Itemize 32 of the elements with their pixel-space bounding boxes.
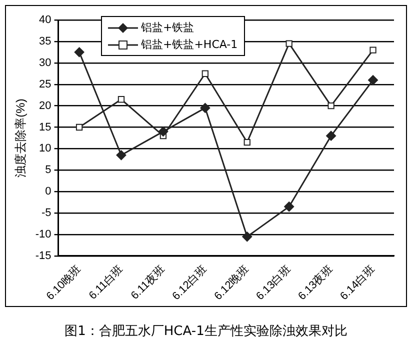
x-tick-label: 6.11白班 [86,262,126,302]
point [158,126,168,137]
point [242,232,252,242]
y-tick-label: 5 [45,164,52,176]
y-tick-label: -10 [35,228,52,241]
point [328,102,334,110]
point [284,202,294,212]
point [370,46,376,54]
point [244,138,250,146]
point [200,102,210,113]
y-tick-label: 0 [45,186,52,198]
legend-label: 铝盐+铁盐+HCA-1 [141,37,238,52]
y-tick-label: 30 [39,56,52,69]
y-tick-label: 10 [39,142,52,155]
y-axis-title: 浊度去除率(%) [14,98,28,178]
y-tick-label: 40 [39,14,52,26]
y-tick-label: -5 [42,207,52,220]
point [202,70,208,77]
point [74,47,84,58]
point [118,96,125,103]
point [116,150,126,160]
y-tick-label: 20 [39,100,52,112]
point [286,40,292,47]
y-tick-label: 15 [39,121,52,134]
y-tick-label: 25 [39,78,52,90]
point [76,124,83,131]
y-tick-label: -15 [35,250,52,262]
point [368,75,378,86]
text: 图1：合肥五水厂HCA-1生产性实验除浊效果对比 [64,323,348,340]
legend-label: 铝盐+铁盐 [141,20,194,35]
point [326,130,336,141]
y-tick-label: 35 [39,35,52,48]
